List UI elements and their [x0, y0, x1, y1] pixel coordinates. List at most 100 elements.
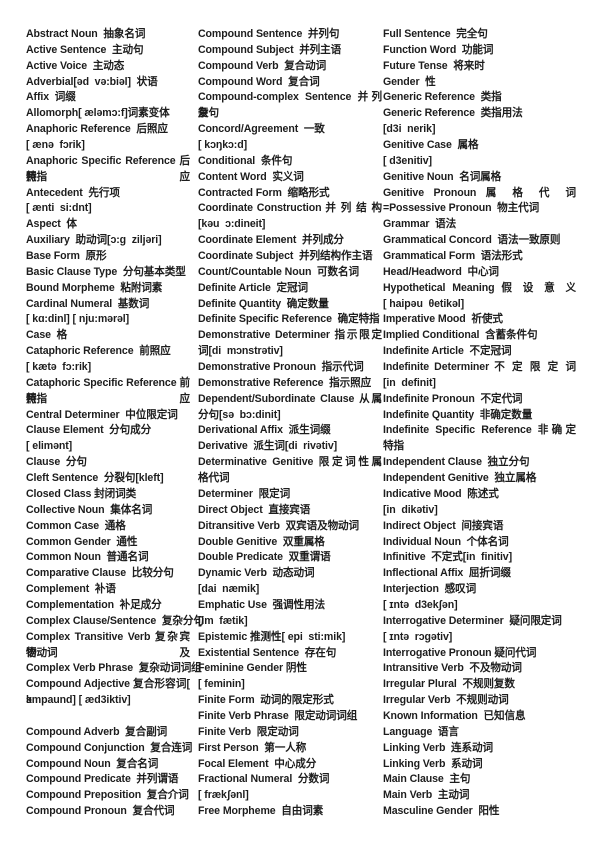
- glossary-line: [ frækʃənl]: [198, 789, 249, 802]
- glossary-line: Compound Word 复合词: [198, 75, 320, 88]
- glossary-line: Generic Reference 类指: [383, 91, 502, 104]
- glossary-line: Complex Transitive Verb 复杂宾语及: [26, 630, 190, 659]
- glossary-line: Complementation 补足成分: [26, 598, 162, 611]
- glossary-line: Generic Reference 类指用法: [383, 107, 523, 120]
- glossary-line: Cardinal Numeral 基数词: [26, 297, 150, 310]
- glossary-line: Clause Element 分句成分: [26, 424, 152, 437]
- glossary-line: Allomorph[ æləmɔ:f]词素变体: [26, 107, 170, 120]
- glossary-line: 特指: [26, 392, 47, 405]
- glossary-line: Coordinate Subject 并列结构作主语: [198, 250, 373, 263]
- glossary-line: [d3i nerik]: [383, 123, 436, 136]
- glossary-line: Compound Preposition 复合介词: [26, 789, 189, 802]
- glossary-line: Central Determiner 中位限定词: [26, 408, 178, 421]
- glossary-line: [ ænə fɔrik]: [26, 139, 85, 152]
- glossary-line: Dependent/Subordinate Clause 从属: [198, 392, 382, 405]
- glossary-line: Comparative Clause 比较分句: [26, 567, 174, 580]
- glossary-line: Interrogative Pronoun 疑问代词: [383, 646, 537, 659]
- glossary-line: [ d3enitiv]: [383, 154, 432, 167]
- glossary-line: Compound Sentence 并列句: [198, 28, 340, 40]
- glossary-column-left: Abstract Noun 抽象名词 Active Sentence 主动句 Act…: [26, 27, 204, 820]
- glossary-line: ɔmpaund] [ æd3iktiv]: [26, 694, 131, 707]
- glossary-line: [ kɑ:dinl] [ nju:mərəl]: [26, 313, 130, 326]
- glossary-line: Main Clause 主句: [383, 773, 471, 786]
- glossary-line: Indicative Mood 陈述式: [383, 487, 499, 500]
- glossary-line: [ kætə fɔ:rik]: [26, 361, 92, 374]
- glossary-line: Derivative 派生词[di rivətiv]: [198, 440, 338, 453]
- glossary-line: Demonstrative Reference 指示照应: [198, 376, 372, 389]
- glossary-line: Bound Morpheme 粘附词素: [26, 281, 163, 294]
- glossary-line: Fractional Numeral 分数词: [198, 773, 330, 786]
- glossary-line: [in definit]: [383, 376, 436, 389]
- glossary-line: Common Case 通格: [26, 519, 126, 532]
- glossary-line: 词[di mɔnstrətiv]: [198, 345, 283, 358]
- glossary-line: Indirect Object 间接宾语: [383, 519, 504, 532]
- glossary-line: Inflectional Affix 屈折词缀: [383, 567, 511, 580]
- glossary-line: Finite Form 动词的限定形式: [198, 694, 334, 707]
- glossary-line: Anaphoric Specific Reference 后照应: [26, 154, 190, 183]
- glossary-line: Common Gender 通性: [26, 535, 138, 548]
- glossary-line: Focal Element 中心成分: [198, 757, 317, 770]
- glossary-line: Finite Verb Phrase 限定动词词组: [198, 709, 358, 722]
- glossary-line: Aspect 体: [26, 218, 77, 231]
- glossary-line: Definite Specific Reference 确定特指: [198, 313, 380, 326]
- glossary-line: First Person 第一人称: [198, 741, 307, 754]
- glossary-line: Individual Noun 个体名词: [383, 535, 509, 548]
- glossary-line: Compound Predicate 并列谓语: [26, 773, 179, 786]
- glossary-line: Compound Subject 并列主语: [198, 43, 342, 56]
- glossary-line: Coordinate Construction 并 列 结 构: [198, 202, 382, 215]
- glossary-line: Determinative Genitive 限定词性属: [198, 456, 382, 469]
- glossary-line: Antecedent 先行项: [26, 186, 120, 199]
- glossary-line: Complex Verb Phrase 复杂动词词组: [26, 662, 202, 675]
- glossary-line: Intransitive Verb 不及物动词: [383, 662, 522, 675]
- glossary-line: Independent Clause 独立分句: [383, 456, 530, 469]
- glossary-line: Indefinite Article 不定冠词: [383, 345, 512, 358]
- glossary-line: Case 格: [26, 329, 68, 342]
- glossary-line: Infinitive 不定式[in finitiv]: [383, 551, 513, 564]
- glossary-line: Common Noun 普通名词: [26, 551, 149, 564]
- glossary-line: [ elimənt]: [26, 440, 73, 453]
- glossary-line: Compound-complex Sentence 并列复: [198, 91, 382, 120]
- glossary-line: Main Verb 主动词: [383, 789, 470, 802]
- glossary-line: Masculine Gender 阳性: [383, 805, 500, 818]
- glossary-line: 特指: [383, 440, 404, 453]
- glossary-line: Implied Conditional 含蓄条件句: [383, 329, 538, 342]
- glossary-line: Independent Genitive 独立属格: [383, 472, 537, 485]
- glossary-line: Contracted Form 缩略形式: [198, 186, 330, 199]
- glossary-line: [ ænti si:dnt]: [26, 202, 92, 215]
- glossary-line: Function Word 功能词: [383, 43, 494, 56]
- glossary-line: =Possessive Pronoun 物主代词: [383, 202, 540, 215]
- glossary-line: Genitive Noun 名词属格: [383, 170, 502, 183]
- glossary-line: Definite Article 定冠词: [198, 281, 308, 294]
- glossary-line: Indefinite Quantity 非确定数量: [383, 408, 533, 421]
- glossary-line: Indefinite Pronoun 不定代词: [383, 392, 523, 405]
- glossary-line: Imperative Mood 祈使式: [383, 313, 503, 326]
- glossary-line: Free Morpheme 自由词素: [198, 805, 324, 818]
- glossary-line: Adverbial[əd və:biəl] 状语: [26, 75, 158, 88]
- glossary-line: Active Sentence 主动句: [26, 43, 144, 56]
- glossary-line: Cataphoric Reference 前照应: [26, 345, 171, 358]
- glossary-line: Count/Countable Noun 可数名词: [198, 265, 359, 278]
- glossary-line: [kəu ɔ:dineit]: [198, 218, 266, 231]
- glossary-line: Compound Noun 复合名词: [26, 757, 159, 770]
- glossary-line: Interjection 感叹词: [383, 583, 477, 596]
- glossary-line: Irregular Verb 不规则动词: [383, 694, 509, 707]
- glossary-line: Linking Verb 连系动词: [383, 741, 494, 754]
- glossary-line: Concord/Agreement 一致: [198, 123, 325, 136]
- glossary-line: Linking Verb 系动词: [383, 757, 483, 770]
- glossary-line: Full Sentence 完全句: [383, 28, 488, 40]
- glossary-line: Content Word 实义词: [198, 170, 304, 183]
- glossary-line: Closed Class 封闭词类: [26, 487, 137, 500]
- glossary-line: Compound Adjective 复合形容词[ k: [26, 678, 190, 707]
- glossary-line: Genitive Case 属格: [383, 139, 479, 152]
- glossary-line: Indefinite Determiner 不 定 限 定 词: [383, 361, 576, 374]
- glossary-line: Existential Sentence 存在句: [198, 646, 337, 659]
- glossary-line: Direct Object 直接宾语: [198, 503, 311, 516]
- glossary-line: [im fætik]: [198, 614, 248, 627]
- glossary-line: Grammatical Form 语法形式: [383, 250, 523, 263]
- glossary-line: Definite Quantity 确定数量: [198, 297, 329, 310]
- glossary-line: Double Genitive 双重属格: [198, 535, 325, 548]
- glossary-column-right: Full Sentence 完全句 Function Word 功能词 Future…: [383, 27, 576, 820]
- glossary-line: Ditransitive Verb 双宾语及物动词: [198, 519, 360, 532]
- glossary-line: 物动词: [26, 646, 58, 659]
- glossary-line: [in dikətiv]: [383, 503, 438, 516]
